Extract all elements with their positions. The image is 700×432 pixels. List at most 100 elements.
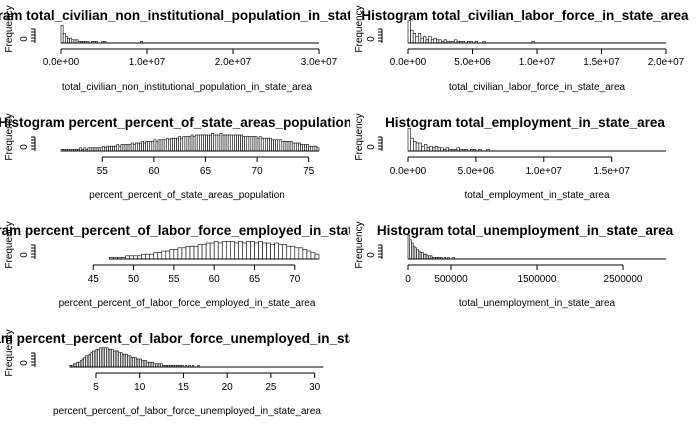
x-tick-label: 2500000 <box>604 274 643 285</box>
histogram-bar <box>196 134 200 152</box>
histogram-bar <box>176 137 179 152</box>
histogram-bar <box>205 242 211 260</box>
y-axis-label: Frequency <box>354 113 365 160</box>
histogram-bar <box>238 241 243 260</box>
y-tick-label: 0 <box>366 36 377 42</box>
histogram-bar <box>223 134 227 152</box>
histogram-bar <box>120 144 124 152</box>
y-axis-label: Frequency <box>4 221 15 268</box>
histogram-bar <box>302 144 305 152</box>
x-tick-label: 5.0e+06 <box>454 57 491 68</box>
histogram-bar <box>163 139 167 152</box>
histogram-bar <box>219 133 223 152</box>
x-tick-label: 70 <box>252 166 264 177</box>
histogram-bar <box>205 134 208 152</box>
histogram-bar <box>229 134 233 152</box>
y-tick-label: 0 <box>366 252 377 258</box>
histogram-bar <box>242 136 245 152</box>
x-tick-label: 1.0e+07 <box>519 57 556 68</box>
histogram-bar <box>209 134 212 152</box>
histogram-bar <box>238 134 241 152</box>
histogram-bar <box>165 137 169 152</box>
histogram-bar <box>423 36 427 44</box>
histogram-bar <box>139 142 142 152</box>
histogram-bar <box>262 137 266 152</box>
panel-title: Histogram percent_percent_of_labor_force… <box>0 331 404 346</box>
histogram-bar <box>174 137 177 152</box>
y-tick-label: 0 <box>366 144 377 150</box>
histogram-bar <box>295 142 299 152</box>
histogram-bar <box>157 252 163 260</box>
histogram-bar <box>412 33 417 44</box>
histogram-bar <box>310 252 316 260</box>
histogram-bar <box>172 137 175 152</box>
x-axis-label: percent_percent_of_state_areas_populatio… <box>89 190 285 201</box>
x-tick-label: 1.5e+07 <box>583 57 620 68</box>
histogram-bar <box>101 145 105 152</box>
histogram-bar <box>225 241 231 260</box>
x-tick-label: 1.5e+07 <box>593 166 630 177</box>
histogram-bar <box>312 145 316 152</box>
x-tick-label: 5 <box>93 382 99 393</box>
histogram-bar <box>185 245 191 260</box>
histogram-bar <box>62 33 66 44</box>
histogram-bar <box>250 136 254 152</box>
histogram-bar <box>234 242 239 260</box>
y-axis-label: Frequency <box>4 113 15 160</box>
histogram-bar <box>198 134 202 152</box>
histogram-bar <box>215 134 219 152</box>
panel-title: Histogram total_unemployment_in_state_ar… <box>377 223 674 238</box>
histogram-bar <box>314 145 318 152</box>
panel-title: Histogram total_civilian_non_institution… <box>0 8 395 23</box>
x-tick-label: 25 <box>265 382 277 393</box>
histogram-bar <box>262 242 267 260</box>
histogram-bar <box>137 142 140 152</box>
histogram-bar <box>302 249 308 260</box>
histogram-bar <box>149 141 153 152</box>
histogram-bar <box>270 244 275 260</box>
y-axis-label: Frequency <box>354 221 365 268</box>
histogram-bar <box>275 139 279 152</box>
bars <box>109 241 320 260</box>
histogram-bar <box>181 247 187 260</box>
histogram-bar <box>178 136 182 152</box>
x-tick-label: 55 <box>168 274 180 285</box>
x-tick-label: 2.0e+07 <box>215 57 252 68</box>
histogram-bar <box>429 145 433 152</box>
histogram-bar <box>420 37 424 44</box>
x-tick-label: 60 <box>209 274 221 285</box>
histogram-bar <box>217 134 221 152</box>
histogram-bar <box>157 139 161 152</box>
histogram-bar <box>126 144 130 152</box>
histogram-bar <box>65 36 68 44</box>
histogram-bar <box>145 141 148 152</box>
y-axis: 0 <box>19 244 36 259</box>
histogram-bar <box>108 145 111 152</box>
histogram-bar <box>265 137 268 152</box>
histogram-bar <box>145 253 150 260</box>
bars <box>60 25 144 44</box>
histogram-bar <box>256 137 260 152</box>
histogram-bar <box>213 134 217 152</box>
histogram-bar <box>273 139 276 152</box>
histogram-bar <box>246 136 250 152</box>
histogram-bar <box>287 141 291 152</box>
x-tick-label: 30 <box>309 382 321 393</box>
histogram-bar <box>184 136 188 152</box>
y-tick-label: 0 <box>19 252 30 258</box>
histogram-bar <box>225 134 229 152</box>
x-axis-label: total_unemployment_in_state_area <box>459 298 616 309</box>
histogram-bar <box>122 144 126 152</box>
histogram-bar <box>161 250 167 260</box>
histogram-bar <box>147 141 151 152</box>
y-tick-label: 0 <box>19 144 30 150</box>
histogram-panel-1: Histogram total_civilian_non_institution… <box>0 5 395 93</box>
histogram-bar <box>234 134 237 152</box>
histogram-bar <box>407 20 411 44</box>
histogram-bar <box>180 137 184 152</box>
bars <box>407 234 455 260</box>
histogram-panel-5: Histogram percent_percent_of_labor_force… <box>0 221 350 309</box>
histogram-bar <box>209 242 215 260</box>
x-tick-label: 500000 <box>434 274 468 285</box>
y-axis: 0 <box>366 28 383 43</box>
